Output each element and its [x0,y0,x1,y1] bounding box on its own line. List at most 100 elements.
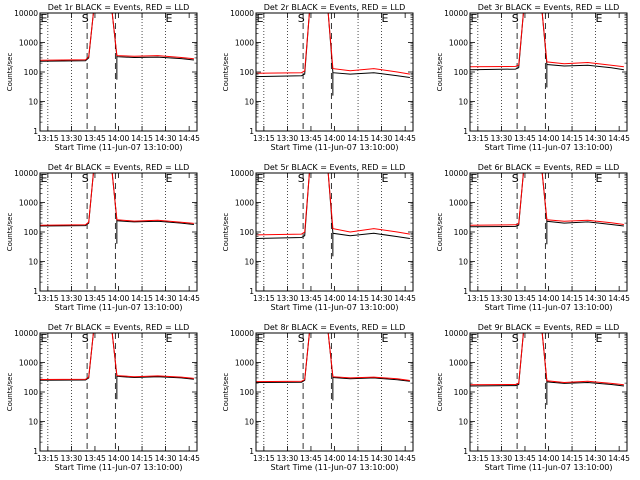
y-tick-label: 1 [33,287,38,296]
y-tick-label: 1 [249,447,254,456]
series-line-lld [256,173,410,236]
plot-area [470,13,624,131]
x-tick-label: 14:00 [108,454,130,463]
chart-title: Det 5r BLACK = Events, RED = LLD [264,163,406,172]
y-axis-label: Counts/sec [222,213,230,252]
plot-frame [255,12,414,132]
y-tick-label: 1000 [235,39,254,48]
y-tick-label: 10 [244,418,254,427]
chart-title: Det 7r BLACK = Events, RED = LLD [48,323,190,332]
y-tick-label: 10 [458,418,468,427]
y-tick-label: 1000 [449,39,468,48]
y-axis-label: Counts/sec [436,53,444,92]
x-tick-label: 14:15 [131,134,153,143]
plot-area [256,333,410,451]
y-tick-label: 100 [24,68,39,77]
x-axis-label: Start Time (11-Jun-07 13:10:00) [271,303,399,312]
interval-marker-label: S [512,172,519,185]
x-tick-label: 13:30 [491,454,513,463]
x-axis-label: Start Time (11-Jun-07 13:10:00) [485,463,613,472]
interval-marker-label: S [82,12,89,25]
x-tick-label: 13:45 [300,454,322,463]
x-tick-label: 14:00 [538,454,560,463]
x-tick-label: 14:45 [608,454,630,463]
interval-marker-label: S [82,172,89,185]
x-tick-label: 14:30 [155,294,177,303]
interval-marker-label: E [166,332,173,345]
x-tick-label: 13:15 [37,294,59,303]
interval-marker-label: E [41,172,48,185]
y-tick-label: 10000 [14,9,38,18]
y-tick-label: 1 [463,447,468,456]
x-tick-label: 13:45 [514,134,536,143]
y-tick-label: 10 [244,98,254,107]
chart-title: Det 3r BLACK = Events, RED = LLD [478,3,620,12]
y-tick-label: 1000 [449,199,468,208]
y-tick-label: 1 [463,127,468,136]
y-tick-label: 100 [24,228,39,237]
x-tick-label: 13:45 [84,454,106,463]
x-tick-label: 14:15 [131,454,153,463]
x-tick-label: 14:00 [324,294,346,303]
x-tick-label: 14:00 [324,454,346,463]
plot-area [40,13,194,131]
x-tick-label: 14:45 [394,294,416,303]
x-tick-label: 13:30 [277,134,299,143]
y-tick-label: 10000 [14,169,38,178]
x-axis-label: Start Time (11-Jun-07 13:10:00) [271,463,399,472]
x-tick-label: 13:45 [84,134,106,143]
plot-area [256,173,410,291]
x-axis-label: Start Time (11-Jun-07 13:10:00) [55,143,183,152]
y-tick-label: 1000 [449,359,468,368]
y-tick-label: 10 [244,258,254,267]
x-tick-label: 13:30 [61,454,83,463]
x-tick-label: 14:30 [155,134,177,143]
x-tick-label: 13:30 [277,294,299,303]
interval-marker-label: E [257,332,264,345]
y-tick-label: 1000 [19,39,38,48]
series-line-lld [40,333,194,380]
y-tick-label: 1000 [19,199,38,208]
interval-marker-label: E [382,12,389,25]
x-tick-label: 13:15 [37,134,59,143]
x-tick-label: 14:45 [178,134,200,143]
interval-marker-label: E [596,332,603,345]
interval-marker-label: E [596,172,603,185]
interval-marker-label: E [166,172,173,185]
plot-frame [255,172,414,292]
y-axis-label: Counts/sec [436,213,444,252]
y-tick-label: 100 [454,388,469,397]
y-tick-label: 10 [28,98,38,107]
x-tick-label: 14:30 [371,294,393,303]
interval-marker-label: E [471,12,478,25]
y-axis-label: Counts/sec [436,373,444,412]
x-tick-label: 13:30 [491,134,513,143]
y-axis-label: Counts/sec [6,213,14,252]
plot-frame [469,172,628,292]
x-axis-label: Start Time (11-Jun-07 13:10:00) [271,143,399,152]
x-axis-label: Start Time (11-Jun-07 13:10:00) [55,463,183,472]
series-line-lld [40,13,194,61]
x-tick-label: 14:00 [538,294,560,303]
chart-title: Det 8r BLACK = Events, RED = LLD [264,323,406,332]
interval-marker-label: S [82,332,89,345]
series-line-lld [470,333,624,386]
x-tick-label: 13:45 [84,294,106,303]
plot-frame [39,332,198,452]
interval-marker-label: E [41,332,48,345]
plot-area [470,173,624,291]
x-tick-label: 13:30 [61,134,83,143]
x-tick-label: 14:00 [324,134,346,143]
x-tick-label: 13:45 [514,294,536,303]
y-tick-label: 10 [458,258,468,267]
x-tick-label: 14:30 [371,454,393,463]
interval-marker-label: E [257,12,264,25]
plot-area [256,13,410,131]
y-tick-label: 10000 [14,329,38,338]
x-tick-label: 14:00 [108,294,130,303]
